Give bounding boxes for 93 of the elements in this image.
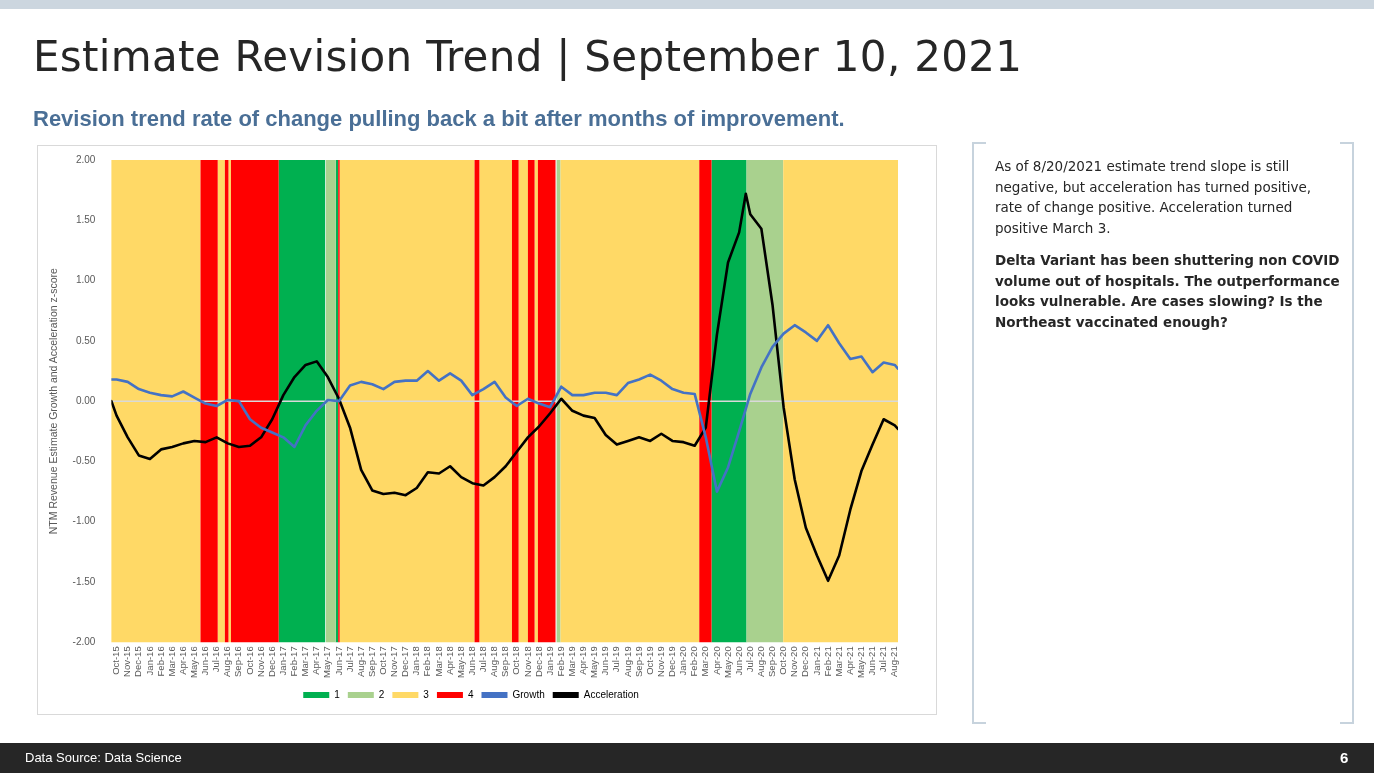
x-tick-label: Jul-17	[343, 646, 355, 673]
x-tick-label: Jan-17	[276, 646, 288, 676]
legend-label: 1	[334, 688, 341, 700]
x-tick-label: May-17	[321, 646, 333, 679]
text: As of 8/20/2021 estimate trend slope is still negative, but acceleration has turned positive, rate of change positive. Acceleration turned positive March 3.	[995, 157, 1313, 238]
x-tick-label: Oct-16	[243, 646, 255, 675]
x-tick-label: Jan-16	[143, 646, 155, 676]
x-tick-label: Nov-16	[254, 646, 266, 677]
legend-label: 3	[423, 688, 430, 700]
x-tick-label: Jun-17	[332, 646, 344, 676]
x-tick-label: Apr-20	[710, 646, 722, 675]
x-tick-label: May-21	[855, 646, 867, 679]
chart-subtitle: Revision trend rate of change pulling back a bit after months of improvement.	[33, 106, 845, 132]
x-tick-label: Mar-18	[432, 646, 444, 677]
x-tick-label: May-16	[188, 646, 200, 679]
x-tick-label: Jul-21	[877, 646, 889, 673]
x-tick-label: Jul-20	[743, 646, 755, 673]
x-tick-label: Feb-20	[688, 646, 700, 677]
x-tick-label: Dec-17	[399, 646, 411, 677]
x-tick-label: Jan-19	[543, 646, 555, 676]
x-tick-label: Oct-15	[110, 646, 122, 675]
x-tick-label: Jan-18	[410, 646, 422, 676]
legend-label: 4	[467, 688, 474, 700]
x-tick-label: Nov-17	[388, 646, 400, 677]
x-tick-label: Aug-21	[888, 646, 900, 677]
y-tick-label: -1.00	[72, 515, 96, 527]
x-tick-label: Sep-16	[232, 646, 244, 677]
x-tick-label: May-19	[588, 646, 600, 679]
x-tick-label: Nov-18	[521, 646, 533, 677]
y-tick-label: -0.50	[72, 455, 96, 467]
x-tick-label: Apr-16	[176, 646, 188, 675]
x-tick-label: Aug-20	[754, 646, 766, 677]
x-tick-label: Mar-20	[699, 646, 711, 677]
x-tick-label: Nov-20	[788, 646, 800, 677]
x-tick-label: Dec-19	[666, 646, 678, 677]
x-tick-label: Oct-19	[643, 646, 655, 675]
x-tick-label: Jun-21	[866, 646, 878, 676]
x-tick-label: Sep-17	[365, 646, 377, 677]
x-tick-label: Jun-16	[199, 646, 211, 676]
x-tick-label: Feb-16	[154, 646, 166, 677]
text: 6	[1340, 749, 1349, 766]
x-tick-label: Oct-20	[777, 646, 789, 675]
x-tick-label: Nov-15	[121, 646, 133, 677]
x-tick-label: Apr-21	[843, 646, 855, 675]
x-tick-label: Aug-19	[621, 646, 633, 677]
x-tick-label: Jun-20	[732, 646, 744, 676]
y-tick-label: 2.00	[75, 153, 96, 165]
x-tick-label: Jul-19	[610, 646, 622, 673]
x-tick-label: Nov-19	[654, 646, 666, 677]
x-tick-label: Apr-19	[577, 646, 589, 675]
x-tick-label: Jun-18	[465, 646, 477, 676]
y-tick-label: -1.50	[72, 575, 96, 587]
x-tick-label: Jan-21	[810, 646, 822, 676]
x-tick-label: Aug-16	[221, 646, 233, 677]
legend-label: 2	[378, 688, 385, 700]
x-tick-label: Jul-16	[210, 646, 222, 673]
chart-title: Estimate Revision Trend | September 10, 2021	[33, 32, 1023, 81]
x-tick-label: Aug-18	[488, 646, 500, 677]
x-tick-label: Mar-16	[165, 646, 177, 677]
x-tick-label: Dec-15	[132, 646, 144, 677]
x-tick-label: Jul-18	[477, 646, 489, 673]
x-tick-label: May-20	[721, 646, 733, 679]
text: Delta Variant has been shuttering non COVID volume out of hospitals. The outperformance looks vulnerable. Are cases slowing? Is the Northeast vaccinated enough?	[995, 251, 1340, 332]
y-tick-label: 1.50	[75, 214, 96, 226]
x-tick-label: Sep-18	[499, 646, 511, 677]
x-tick-label: Mar-21	[832, 646, 844, 677]
x-tick-label: Jun-19	[599, 646, 611, 676]
x-tick-label: Jan-20	[677, 646, 689, 676]
x-tick-label: Aug-17	[354, 646, 366, 677]
y-tick-label: -2.00	[72, 636, 96, 648]
x-tick-label: Sep-20	[766, 646, 778, 677]
x-tick-label: May-18	[454, 646, 466, 679]
x-tick-label: Dec-16	[265, 646, 277, 677]
legend-label: Growth	[512, 688, 545, 700]
x-tick-label: Apr-17	[310, 646, 322, 675]
x-tick-label: Feb-19	[554, 646, 566, 677]
x-tick-label: Feb-18	[421, 646, 433, 677]
x-tick-label: Dec-20	[799, 646, 811, 677]
legend-label: Acceleration	[583, 688, 639, 700]
y-axis-title: NTM Revenue Estimate Growth and Acceleration z-score	[47, 267, 60, 535]
y-tick-label: 0.50	[75, 334, 96, 346]
x-tick-label: Dec-18	[532, 646, 544, 677]
source-note: Data Source: Data Science	[25, 750, 182, 765]
x-tick-label: Oct-17	[377, 646, 389, 675]
x-tick-label: Sep-19	[632, 646, 644, 677]
y-tick-label: 0.00	[75, 394, 96, 406]
x-tick-label: Apr-18	[443, 646, 455, 675]
x-tick-label: Feb-17	[288, 646, 300, 677]
x-tick-label: Oct-18	[510, 646, 522, 675]
x-tick-label: Mar-17	[299, 646, 311, 677]
y-tick-label: 1.00	[75, 274, 96, 286]
x-tick-label: Mar-19	[566, 646, 577, 677]
x-tick-label: Feb-21	[821, 646, 833, 677]
